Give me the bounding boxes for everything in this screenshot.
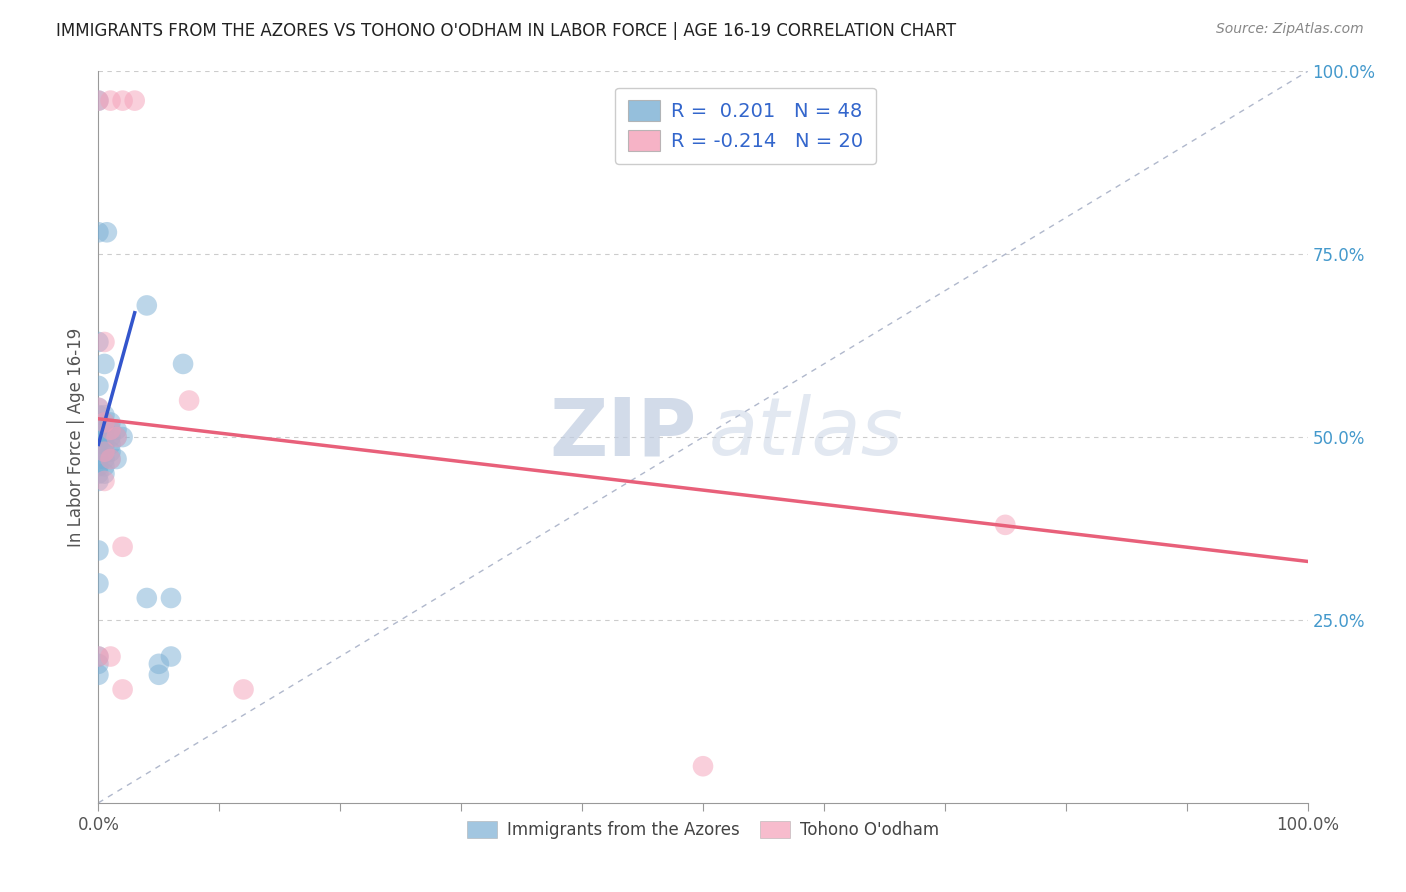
Point [105,423,128,437]
Point [100,94,122,108]
Text: IMMIGRANTS FROM THE AZORES VS TOHONO O'ODHAM IN LABOR FORCE | AGE 16-19 CORRELAT: IMMIGRANTS FROM THE AZORES VS TOHONO O'O… [56,22,956,40]
Point [100,423,122,437]
Point [160,649,183,664]
Point [111,540,134,554]
Point [87,657,110,671]
Point [93,408,115,422]
Y-axis label: In Labor Force | Age 16-19: In Labor Force | Age 16-19 [66,327,84,547]
Point [93,357,115,371]
Point [87,416,110,430]
Point [172,357,194,371]
Point [93,459,115,474]
Point [100,649,122,664]
Point [100,437,122,451]
Point [93,437,115,451]
Point [692,759,714,773]
Point [87,452,110,467]
Point [179,393,201,408]
Point [124,94,146,108]
Point [148,667,170,681]
Point [87,649,110,664]
Point [87,543,110,558]
Point [87,667,110,681]
Point [93,416,115,430]
Point [87,423,110,437]
Point [160,591,183,605]
Point [87,430,110,444]
Point [87,576,110,591]
Point [111,430,134,444]
Text: Source: ZipAtlas.com: Source: ZipAtlas.com [1216,22,1364,37]
Point [93,474,115,488]
Point [87,225,110,239]
Point [105,452,128,467]
Point [93,423,115,437]
Point [96,225,118,239]
Point [100,423,122,437]
Point [93,444,115,458]
Text: ZIP: ZIP [550,394,697,473]
Point [87,401,110,415]
Point [87,408,110,422]
Point [87,459,110,474]
Point [87,649,110,664]
Point [87,467,110,481]
Point [232,682,254,697]
Point [111,682,134,697]
Point [87,401,110,415]
Point [93,430,115,444]
Point [87,437,110,451]
Point [111,94,134,108]
Point [135,298,157,312]
Point [87,94,110,108]
Point [87,94,110,108]
Point [100,444,122,458]
Point [93,467,115,481]
Point [87,334,110,349]
Point [100,430,122,444]
Point [93,444,115,458]
Point [93,416,115,430]
Point [135,591,157,605]
Point [100,416,122,430]
Text: atlas: atlas [709,394,904,473]
Point [148,657,170,671]
Point [105,430,128,444]
Point [87,474,110,488]
Point [93,334,115,349]
Point [100,452,122,467]
Legend: Immigrants from the Azores, Tohono O'odham: Immigrants from the Azores, Tohono O'odh… [460,814,946,846]
Point [994,517,1017,532]
Point [87,444,110,458]
Point [105,430,128,444]
Point [93,452,115,467]
Point [87,379,110,393]
Point [100,452,122,467]
